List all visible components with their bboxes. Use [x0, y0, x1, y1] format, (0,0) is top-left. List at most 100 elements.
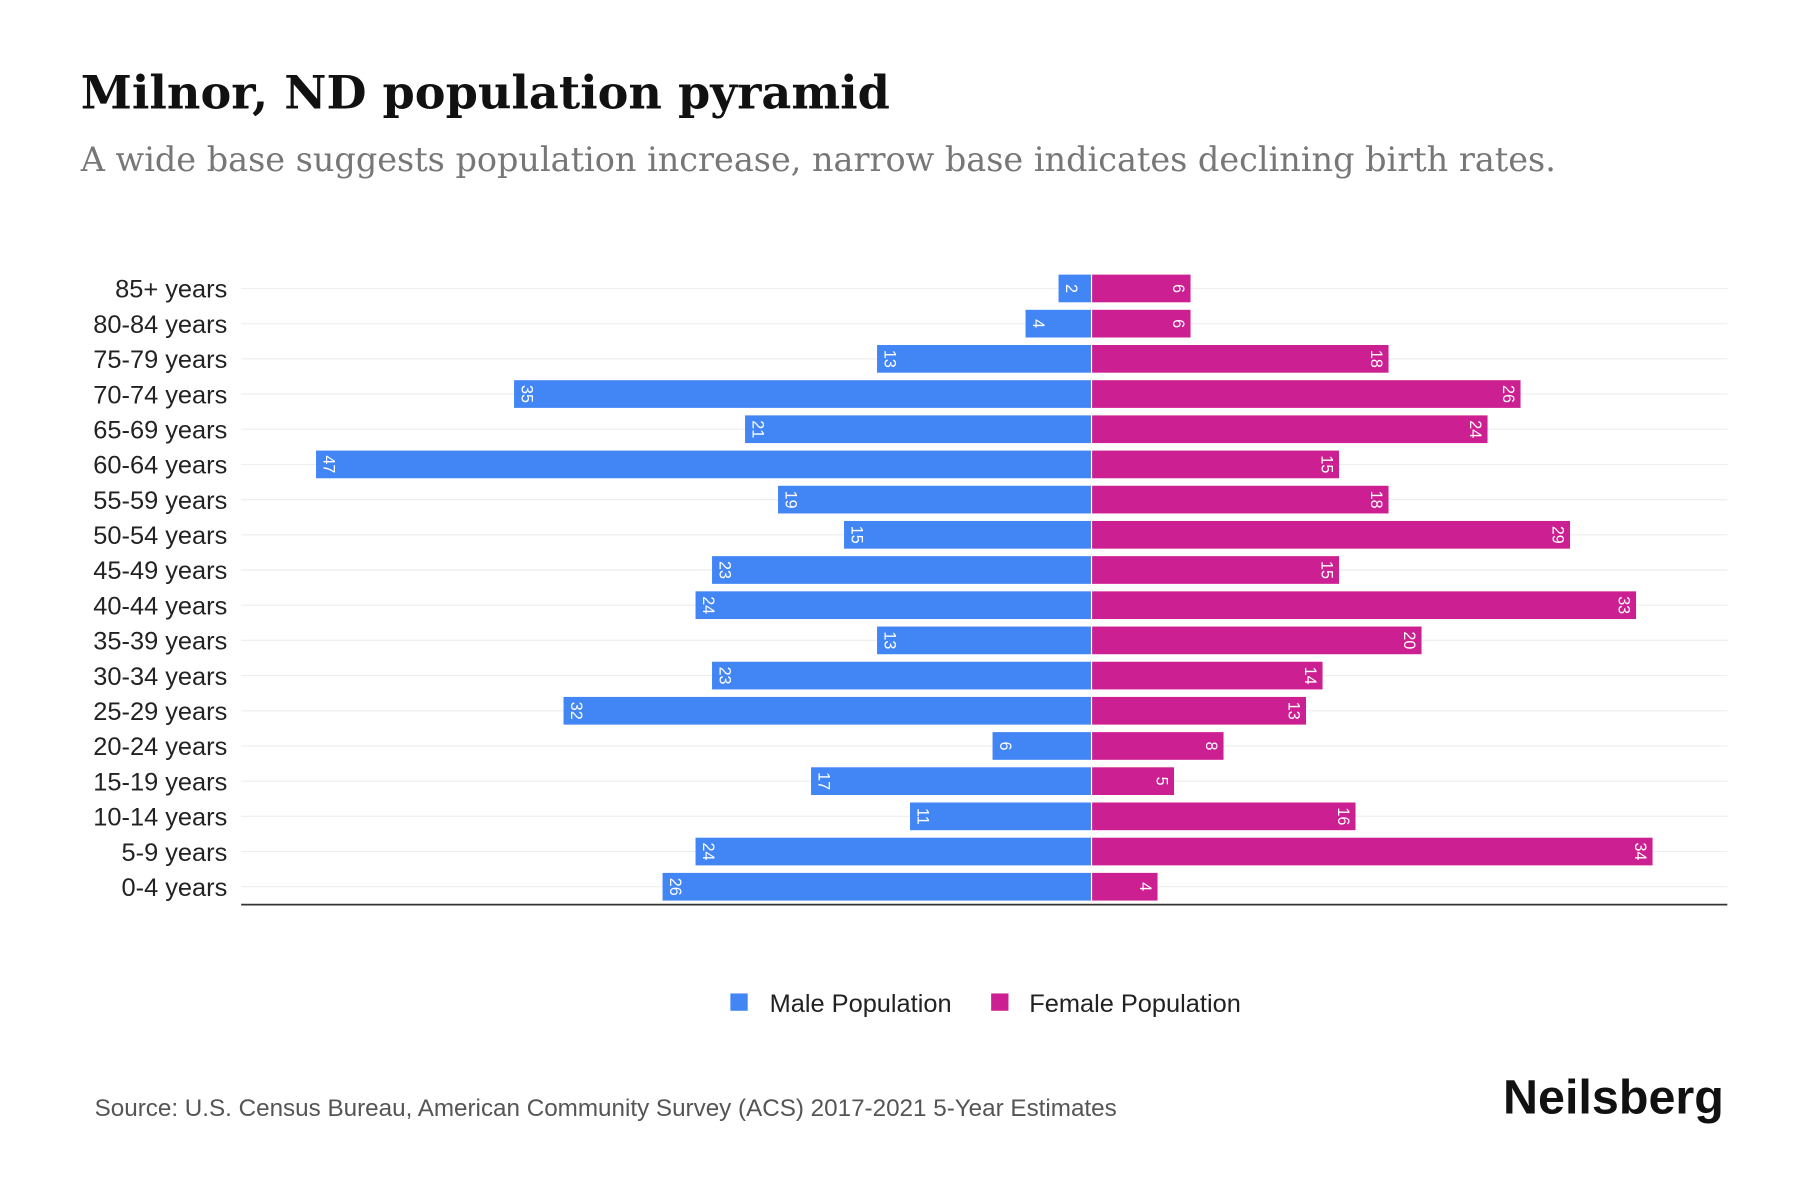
male-value-label: 23 [716, 667, 734, 685]
female-value-label: 18 [1367, 491, 1385, 509]
y-tick-label: 80-84 years [93, 311, 227, 339]
male-bar [712, 556, 1092, 584]
female-bar [1091, 450, 1340, 479]
female-value-label: 16 [1334, 807, 1352, 825]
male-value-label: 19 [782, 491, 800, 509]
female-bar [1091, 591, 1637, 620]
male-bar [662, 872, 1092, 901]
female-value-label: 6 [1169, 319, 1187, 328]
y-tick-label: 40-44 years [93, 592, 227, 620]
male-value-label: 17 [815, 772, 833, 790]
male-value-label: 35 [518, 385, 536, 403]
y-axis-labels: 85+ years 80-84 years 75-79 years 70-74 yea… [93, 276, 227, 902]
y-tick-label: 70-74 years [93, 381, 227, 409]
female-bar [1091, 626, 1422, 655]
male-value-label: 6 [996, 741, 1014, 750]
male-value-label: 4 [1029, 319, 1047, 328]
female-value-label: 14 [1301, 667, 1319, 685]
male-value-label: 11 [914, 808, 932, 825]
y-tick-label: 30-34 years [93, 663, 227, 691]
female-bar [1091, 556, 1340, 584]
female-bar [1091, 415, 1488, 444]
male-value-label: 24 [699, 843, 717, 861]
male-bar [712, 661, 1092, 690]
male-bar [811, 767, 1092, 795]
female-bar [1091, 661, 1323, 690]
female-value-label: 24 [1466, 420, 1484, 438]
y-tick-label: 50-54 years [93, 522, 227, 550]
female-bar [1091, 309, 1191, 338]
female-bar [1091, 345, 1389, 373]
male-value-label: 2 [1062, 284, 1080, 293]
male-bar [695, 837, 1092, 866]
y-tick-label: 20-24 years [93, 733, 227, 761]
y-tick-label: 55-59 years [93, 487, 227, 515]
male-bar [910, 802, 1092, 831]
female-value-label: 13 [1284, 702, 1302, 720]
male-bar [514, 380, 1092, 408]
male-bar [844, 520, 1092, 549]
female-value-label: 6 [1169, 284, 1187, 293]
y-tick-label: 35-39 years [93, 628, 227, 656]
y-tick-label: 0-4 years [122, 874, 228, 902]
male-value-label: 24 [699, 596, 717, 614]
female-bar [1091, 767, 1175, 795]
female-bar [1091, 872, 1158, 901]
chart-title: Milnor, ND population pyramid [81, 65, 890, 119]
female-bar [1091, 274, 1191, 303]
male-value-label: 26 [666, 878, 684, 896]
female-value-label: 18 [1367, 350, 1385, 368]
male-bar [1058, 274, 1092, 303]
female-value-label: 4 [1136, 882, 1154, 891]
female-bar [1091, 520, 1571, 549]
male-bar [745, 415, 1092, 444]
male-value-label: 13 [881, 631, 899, 649]
male-bar [1025, 309, 1092, 338]
neilsberg-logo: Neilsberg [1503, 1070, 1724, 1124]
female-bar [1091, 696, 1307, 725]
male-value-label: 13 [881, 350, 899, 368]
female-value-label: 34 [1631, 843, 1649, 861]
female-bar [1091, 380, 1521, 408]
male-bar [316, 450, 1092, 479]
male-value-label: 15 [848, 526, 866, 544]
y-tick-label: 15-19 years [93, 768, 227, 796]
y-tick-label: 25-29 years [93, 698, 227, 726]
female-bar [1091, 802, 1356, 831]
male-bar [778, 485, 1092, 514]
chart-subtitle: A wide base suggests population increase… [80, 140, 1556, 179]
male-bar [695, 591, 1092, 620]
female-value-label: 5 [1152, 777, 1170, 786]
female-value-label: 29 [1548, 526, 1566, 544]
female-bar [1091, 485, 1389, 514]
y-tick-label: 60-64 years [93, 452, 227, 480]
female-value-label: 20 [1400, 631, 1418, 649]
male-bar [563, 696, 1092, 725]
male-bar [992, 732, 1092, 760]
legend-male-label: Male Population [770, 990, 952, 1018]
female-value-label: 15 [1317, 561, 1335, 579]
female-value-label: 33 [1614, 596, 1632, 614]
legend-female-label: Female Population [1029, 990, 1241, 1018]
male-value-label: 21 [749, 420, 767, 438]
y-tick-label: 5-9 years [122, 839, 228, 867]
source-note: Source: U.S. Census Bureau, American Com… [95, 1095, 1117, 1122]
legend-female-swatch [991, 993, 1009, 1011]
female-value-label: 15 [1317, 455, 1335, 473]
y-tick-label: 85+ years [115, 276, 227, 304]
legend: Male Population Female Population [730, 990, 1241, 1018]
legend-male-swatch [730, 993, 748, 1011]
male-bar [877, 345, 1092, 373]
female-bar [1091, 732, 1224, 760]
y-tick-label: 75-79 years [93, 346, 227, 374]
male-value-label: 23 [716, 561, 734, 579]
female-value-label: 26 [1499, 385, 1517, 403]
y-tick-label: 10-14 years [93, 804, 227, 832]
gridlines [241, 287, 1728, 888]
female-bar [1091, 837, 1653, 866]
male-value-label: 47 [320, 455, 338, 473]
male-bar [877, 626, 1092, 655]
y-tick-label: 65-69 years [93, 416, 227, 444]
